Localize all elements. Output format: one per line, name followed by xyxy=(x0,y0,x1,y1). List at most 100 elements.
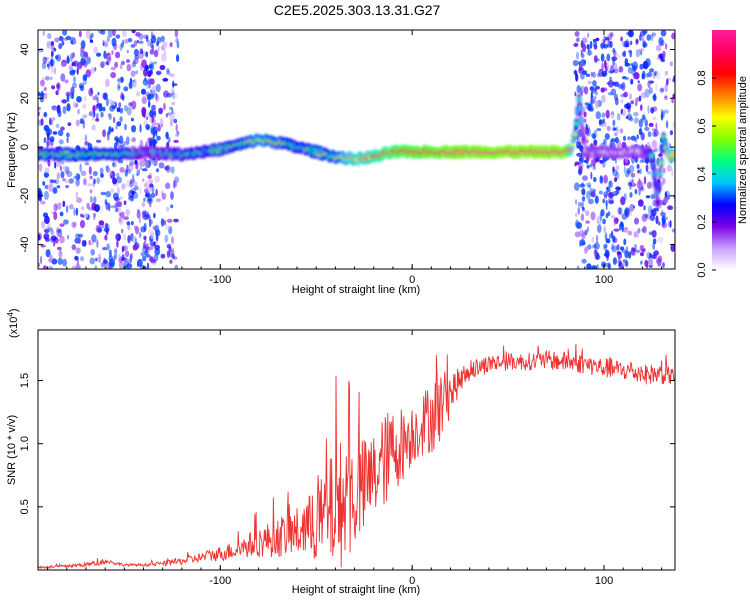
noise-speckle xyxy=(53,47,57,52)
noise-speckle xyxy=(84,134,88,143)
noise-speckle xyxy=(633,231,637,238)
noise-speckle xyxy=(114,207,119,213)
noise-speckle xyxy=(612,119,616,127)
noise-speckle xyxy=(655,215,659,225)
noise-speckle xyxy=(612,48,616,53)
noise-speckle xyxy=(130,117,134,122)
noise-speckle xyxy=(581,241,586,246)
noise-speckle xyxy=(604,37,610,41)
noise-speckle xyxy=(50,138,54,147)
noise-speckle xyxy=(118,102,122,108)
noise-speckle xyxy=(611,243,615,251)
noise-speckle xyxy=(169,42,173,48)
noise-speckle xyxy=(646,181,652,189)
noise-speckle xyxy=(610,88,617,96)
noise-speckle xyxy=(639,168,642,175)
noise-speckle xyxy=(583,159,588,163)
noise-speckle xyxy=(134,57,139,65)
noise-speckle xyxy=(76,197,83,204)
noise-speckle xyxy=(579,62,583,69)
noise-speckle xyxy=(146,69,149,75)
noise-speckle xyxy=(579,183,586,188)
noise-speckle xyxy=(173,180,176,189)
noise-speckle xyxy=(131,61,137,68)
noise-speckle xyxy=(611,126,616,132)
noise-speckle xyxy=(109,258,115,267)
noise-speckle xyxy=(116,176,123,184)
noise-speckle xyxy=(121,254,125,260)
noise-speckle xyxy=(667,205,674,210)
noise-speckle xyxy=(605,206,608,210)
noise-speckle xyxy=(618,84,624,89)
noise-speckle xyxy=(585,73,591,78)
noise-speckle xyxy=(61,40,65,46)
noise-speckle xyxy=(586,263,592,269)
noise-speckle xyxy=(581,258,587,264)
noise-speckle xyxy=(151,104,156,111)
noise-speckle xyxy=(42,30,45,36)
noise-speckle xyxy=(121,183,126,190)
noise-speckle xyxy=(152,61,158,65)
noise-speckle xyxy=(103,92,108,101)
noise-speckle xyxy=(161,192,167,200)
noise-speckle xyxy=(157,124,161,132)
noise-speckle xyxy=(151,114,154,123)
noise-speckle xyxy=(589,163,593,168)
noise-speckle xyxy=(576,222,583,229)
noise-speckle xyxy=(115,200,119,205)
noise-speckle xyxy=(669,130,674,136)
noise-speckle xyxy=(601,94,606,104)
spectrogram-x-ticks: -100 0 100 xyxy=(47,30,663,286)
noise-speckle xyxy=(645,164,649,173)
noise-speckle xyxy=(624,250,630,259)
noise-speckle xyxy=(590,191,596,198)
noise-speckle xyxy=(118,160,124,164)
noise-speckle xyxy=(149,140,153,147)
noise-speckle xyxy=(128,81,134,89)
noise-speckle xyxy=(94,104,99,111)
noise-speckle xyxy=(604,232,608,241)
noise-speckle xyxy=(169,106,174,110)
noise-speckle xyxy=(618,66,624,73)
noise-speckle xyxy=(642,30,648,35)
noise-speckle xyxy=(647,170,651,175)
noise-speckle xyxy=(69,204,74,210)
noise-speckle xyxy=(44,76,50,81)
noise-speckle xyxy=(122,30,127,37)
noise-speckle xyxy=(630,40,633,46)
noise-speckle xyxy=(79,220,86,229)
noise-speckle xyxy=(164,234,169,243)
noise-speckle xyxy=(44,167,50,174)
noise-speckle xyxy=(627,230,633,236)
noise-speckle xyxy=(150,219,153,225)
noise-speckle xyxy=(111,50,114,55)
noise-speckle xyxy=(672,121,675,128)
noise-speckle xyxy=(148,159,151,164)
noise-speckle xyxy=(147,93,152,101)
noise-speckle xyxy=(148,64,153,69)
noise-speckle xyxy=(588,48,591,57)
noise-speckle xyxy=(652,93,657,102)
noise-speckle xyxy=(55,123,60,129)
noise-speckle xyxy=(136,210,141,219)
noise-speckle xyxy=(175,123,178,132)
noise-speckle xyxy=(579,85,586,93)
noise-speckle xyxy=(587,244,592,250)
noise-speckle xyxy=(618,223,623,231)
noise-speckle xyxy=(653,129,659,137)
noise-speckle xyxy=(90,32,94,38)
noise-speckle xyxy=(126,106,132,116)
noise-speckle xyxy=(114,197,120,202)
noise-speckle xyxy=(54,161,57,169)
noise-speckle xyxy=(620,211,623,216)
noise-speckle xyxy=(94,204,100,213)
noise-speckle xyxy=(645,58,651,68)
noise-speckle xyxy=(651,32,657,37)
noise-speckle xyxy=(57,109,62,118)
noise-speckle xyxy=(145,51,149,58)
noise-speckle xyxy=(639,159,644,163)
ridge-core xyxy=(578,105,583,111)
noise-speckle xyxy=(139,123,142,133)
noise-speckle xyxy=(634,217,639,225)
noise-speckle xyxy=(135,226,140,235)
